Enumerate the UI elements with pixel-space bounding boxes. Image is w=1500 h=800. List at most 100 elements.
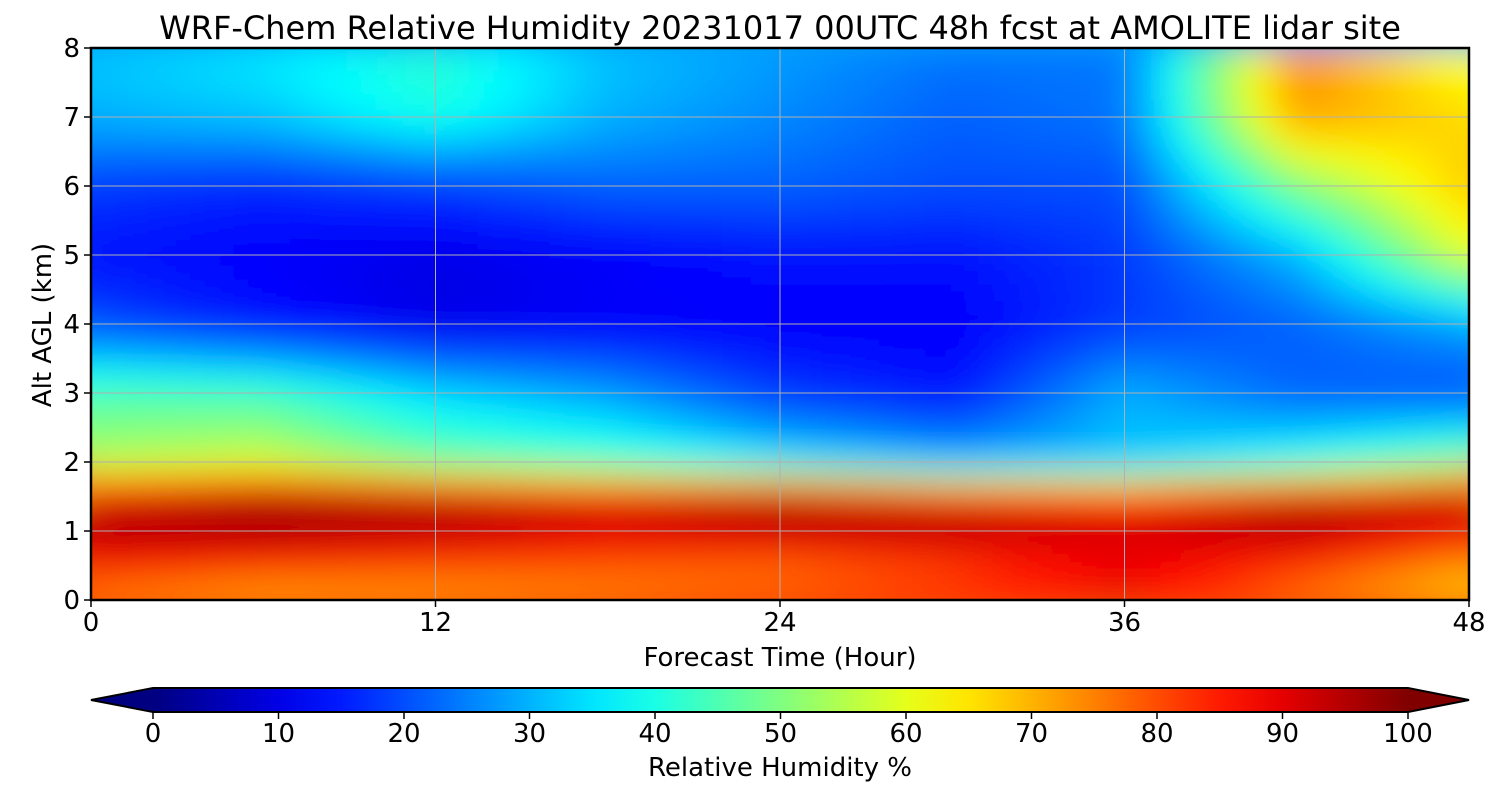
heat-cell bbox=[1209, 374, 1226, 386]
heat-cell bbox=[1410, 581, 1427, 593]
heat-cell bbox=[649, 443, 667, 455]
heat-cell bbox=[176, 262, 193, 274]
heat-cell bbox=[176, 452, 193, 464]
heat-cell bbox=[994, 581, 1011, 593]
heat-cell bbox=[735, 288, 753, 300]
heat-cell bbox=[1223, 417, 1241, 429]
heat-cell bbox=[649, 392, 667, 403]
heat-cell bbox=[305, 219, 322, 231]
heat-cell bbox=[219, 521, 236, 533]
heat-cell bbox=[549, 573, 566, 584]
heat-cell bbox=[1424, 435, 1442, 446]
heat-cell bbox=[1453, 228, 1469, 239]
heat-cell bbox=[219, 581, 236, 593]
heat-cell bbox=[1453, 409, 1469, 420]
heat-cell bbox=[1281, 521, 1298, 533]
heat-cell bbox=[377, 262, 394, 274]
heat-cell bbox=[133, 392, 150, 403]
heat-cell bbox=[219, 400, 236, 412]
heat-cell bbox=[1223, 245, 1241, 257]
heat-cell bbox=[1152, 530, 1169, 541]
heat-cell bbox=[176, 426, 193, 438]
heat-cell bbox=[405, 305, 423, 317]
heat-cell bbox=[764, 417, 781, 429]
heat-cell bbox=[1137, 486, 1155, 498]
heat-cell bbox=[1166, 452, 1183, 464]
heat-cell bbox=[1008, 521, 1026, 533]
heat-cell bbox=[1310, 323, 1327, 334]
heat-cell bbox=[735, 469, 753, 481]
heat-cell bbox=[936, 573, 954, 584]
heat-cell bbox=[908, 435, 925, 446]
heat-cell bbox=[649, 495, 667, 507]
heat-cell bbox=[664, 400, 681, 412]
heat-cell bbox=[276, 504, 293, 515]
heat-cell bbox=[1324, 409, 1341, 420]
heat-cell bbox=[1238, 297, 1255, 308]
heat-cell bbox=[678, 348, 695, 360]
heat-cell bbox=[405, 279, 423, 291]
heat-cell bbox=[1080, 366, 1097, 377]
heat-cell bbox=[1353, 279, 1370, 291]
heat-cell bbox=[1109, 478, 1126, 489]
heat-cell bbox=[463, 521, 480, 533]
heat-cell bbox=[1439, 495, 1456, 507]
heat-cell bbox=[1023, 512, 1040, 524]
heat-cell bbox=[707, 504, 724, 515]
heat-cell bbox=[836, 435, 853, 446]
heat-cell bbox=[534, 305, 552, 317]
heat-cell bbox=[850, 340, 868, 351]
heat-cell bbox=[463, 435, 480, 446]
heat-cell bbox=[692, 279, 710, 291]
heat-cell bbox=[219, 305, 236, 317]
heat-cell bbox=[879, 573, 896, 584]
heat-cell bbox=[1439, 452, 1456, 464]
heat-cell bbox=[319, 167, 337, 179]
heat-cell bbox=[764, 555, 781, 567]
heat-cell bbox=[1180, 262, 1198, 274]
heat-cell bbox=[994, 279, 1011, 291]
heat-cell bbox=[1238, 435, 1255, 446]
heat-cell bbox=[262, 219, 279, 231]
heat-cell bbox=[362, 383, 380, 395]
heat-cell bbox=[1295, 564, 1313, 576]
heat-cell bbox=[290, 331, 308, 343]
heat-cell bbox=[936, 435, 954, 446]
heat-cell bbox=[1023, 331, 1040, 343]
heat-cell bbox=[563, 331, 581, 343]
heat-cell bbox=[1353, 357, 1370, 369]
heat-cell bbox=[1094, 210, 1112, 222]
heat-cell bbox=[836, 469, 853, 481]
heat-cell bbox=[549, 348, 566, 360]
heat-cell bbox=[104, 478, 121, 489]
heat-cell bbox=[1310, 530, 1327, 541]
heat-cell bbox=[1066, 417, 1083, 429]
heat-cell bbox=[865, 469, 882, 481]
heat-cell bbox=[750, 417, 767, 429]
heat-cell bbox=[721, 400, 738, 412]
heat-cell bbox=[477, 210, 494, 222]
heat-cell bbox=[305, 228, 322, 239]
heat-cell bbox=[893, 530, 911, 541]
heat-cell bbox=[635, 254, 652, 265]
heat-cell bbox=[1166, 504, 1183, 515]
heat-cell bbox=[1123, 530, 1140, 541]
heat-cell bbox=[965, 271, 982, 282]
heat-cell bbox=[951, 547, 968, 558]
heat-cell bbox=[649, 348, 667, 360]
heat-cell bbox=[1023, 357, 1040, 369]
heat-edge-pad bbox=[1469, 184, 1500, 223]
heat-cell bbox=[391, 495, 408, 507]
heat-cell bbox=[721, 538, 738, 550]
heat-cell bbox=[190, 417, 207, 429]
heat-cell bbox=[764, 443, 781, 455]
heat-cell bbox=[1195, 392, 1212, 403]
heat-cell bbox=[348, 530, 365, 541]
heat-cell bbox=[549, 538, 566, 550]
heat-cell bbox=[348, 150, 365, 162]
heat-cell bbox=[606, 159, 624, 170]
heat-cell bbox=[1195, 236, 1212, 248]
heat-cell bbox=[965, 210, 982, 222]
heat-cell bbox=[965, 374, 982, 386]
heat-cell bbox=[391, 288, 408, 300]
